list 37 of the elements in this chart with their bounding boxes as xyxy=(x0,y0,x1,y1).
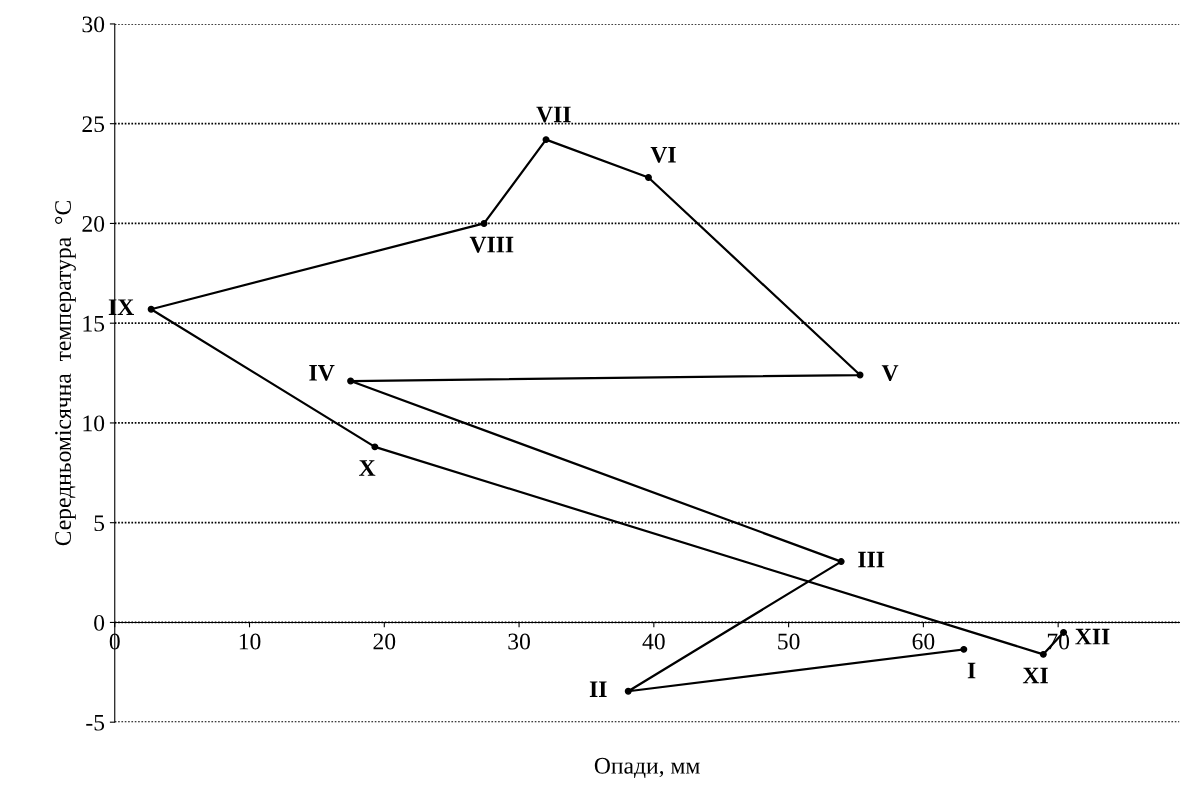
annotation: X xyxy=(359,460,376,476)
point xyxy=(147,305,155,313)
point xyxy=(837,558,845,566)
y-tick-label: 20 xyxy=(82,215,105,232)
x-tick-label: 10 xyxy=(239,633,261,650)
annotation: VIII xyxy=(469,236,514,253)
x-axis-title: Опади, мм xyxy=(594,757,700,779)
x-tick-label: 20 xyxy=(373,633,396,650)
annotation: IV xyxy=(309,365,335,381)
point xyxy=(371,443,379,451)
annotation: II xyxy=(589,681,607,697)
y-tick-label: 25 xyxy=(82,116,105,133)
y-tick-label: 15 xyxy=(83,315,105,332)
point xyxy=(644,174,652,182)
y-axis-title: Середньомісячна температура °C xyxy=(55,201,76,546)
y-tick-label: 30 xyxy=(82,16,105,33)
annotation: XI xyxy=(1022,667,1048,684)
x-tick-label: 50 xyxy=(778,633,800,650)
annotation: VI xyxy=(650,146,676,163)
point xyxy=(1039,650,1047,658)
point xyxy=(542,136,550,144)
y-tick-label: 10 xyxy=(83,415,105,432)
annotation: I xyxy=(967,662,976,679)
x-tick-label: 30 xyxy=(508,633,530,650)
point xyxy=(624,687,632,695)
x-tick-label: 60 xyxy=(912,633,935,650)
point xyxy=(480,219,488,227)
annotation: III xyxy=(858,551,885,568)
point xyxy=(960,645,968,653)
y-tick-label: 5 xyxy=(94,515,105,532)
y-tick-label: 0 xyxy=(94,614,105,631)
y-tick-label: -5 xyxy=(86,714,105,731)
annotation: V xyxy=(881,365,899,382)
annotation: VII xyxy=(536,106,571,123)
annotation: XII xyxy=(1075,628,1110,645)
x-tick-label: 40 xyxy=(642,633,665,650)
point xyxy=(347,377,355,385)
